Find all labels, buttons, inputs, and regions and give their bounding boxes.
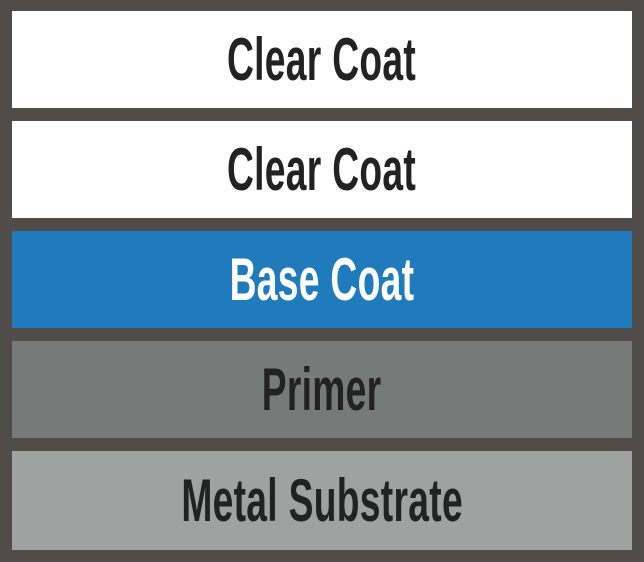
layer-clear-coat-top: Clear Coat	[12, 11, 632, 108]
layer-label: Metal Substrate	[181, 467, 463, 534]
layer-label: Clear Coat	[227, 136, 417, 203]
layer-clear-coat: Clear Coat	[12, 121, 632, 218]
layer-metal-substrate: Metal Substrate	[12, 451, 632, 550]
layer-base-coat: Base Coat	[12, 231, 632, 328]
layer-primer: Primer	[12, 341, 632, 438]
layer-label: Primer	[262, 356, 382, 423]
layer-label: Clear Coat	[227, 26, 417, 93]
layer-label: Base Coat	[229, 246, 415, 313]
